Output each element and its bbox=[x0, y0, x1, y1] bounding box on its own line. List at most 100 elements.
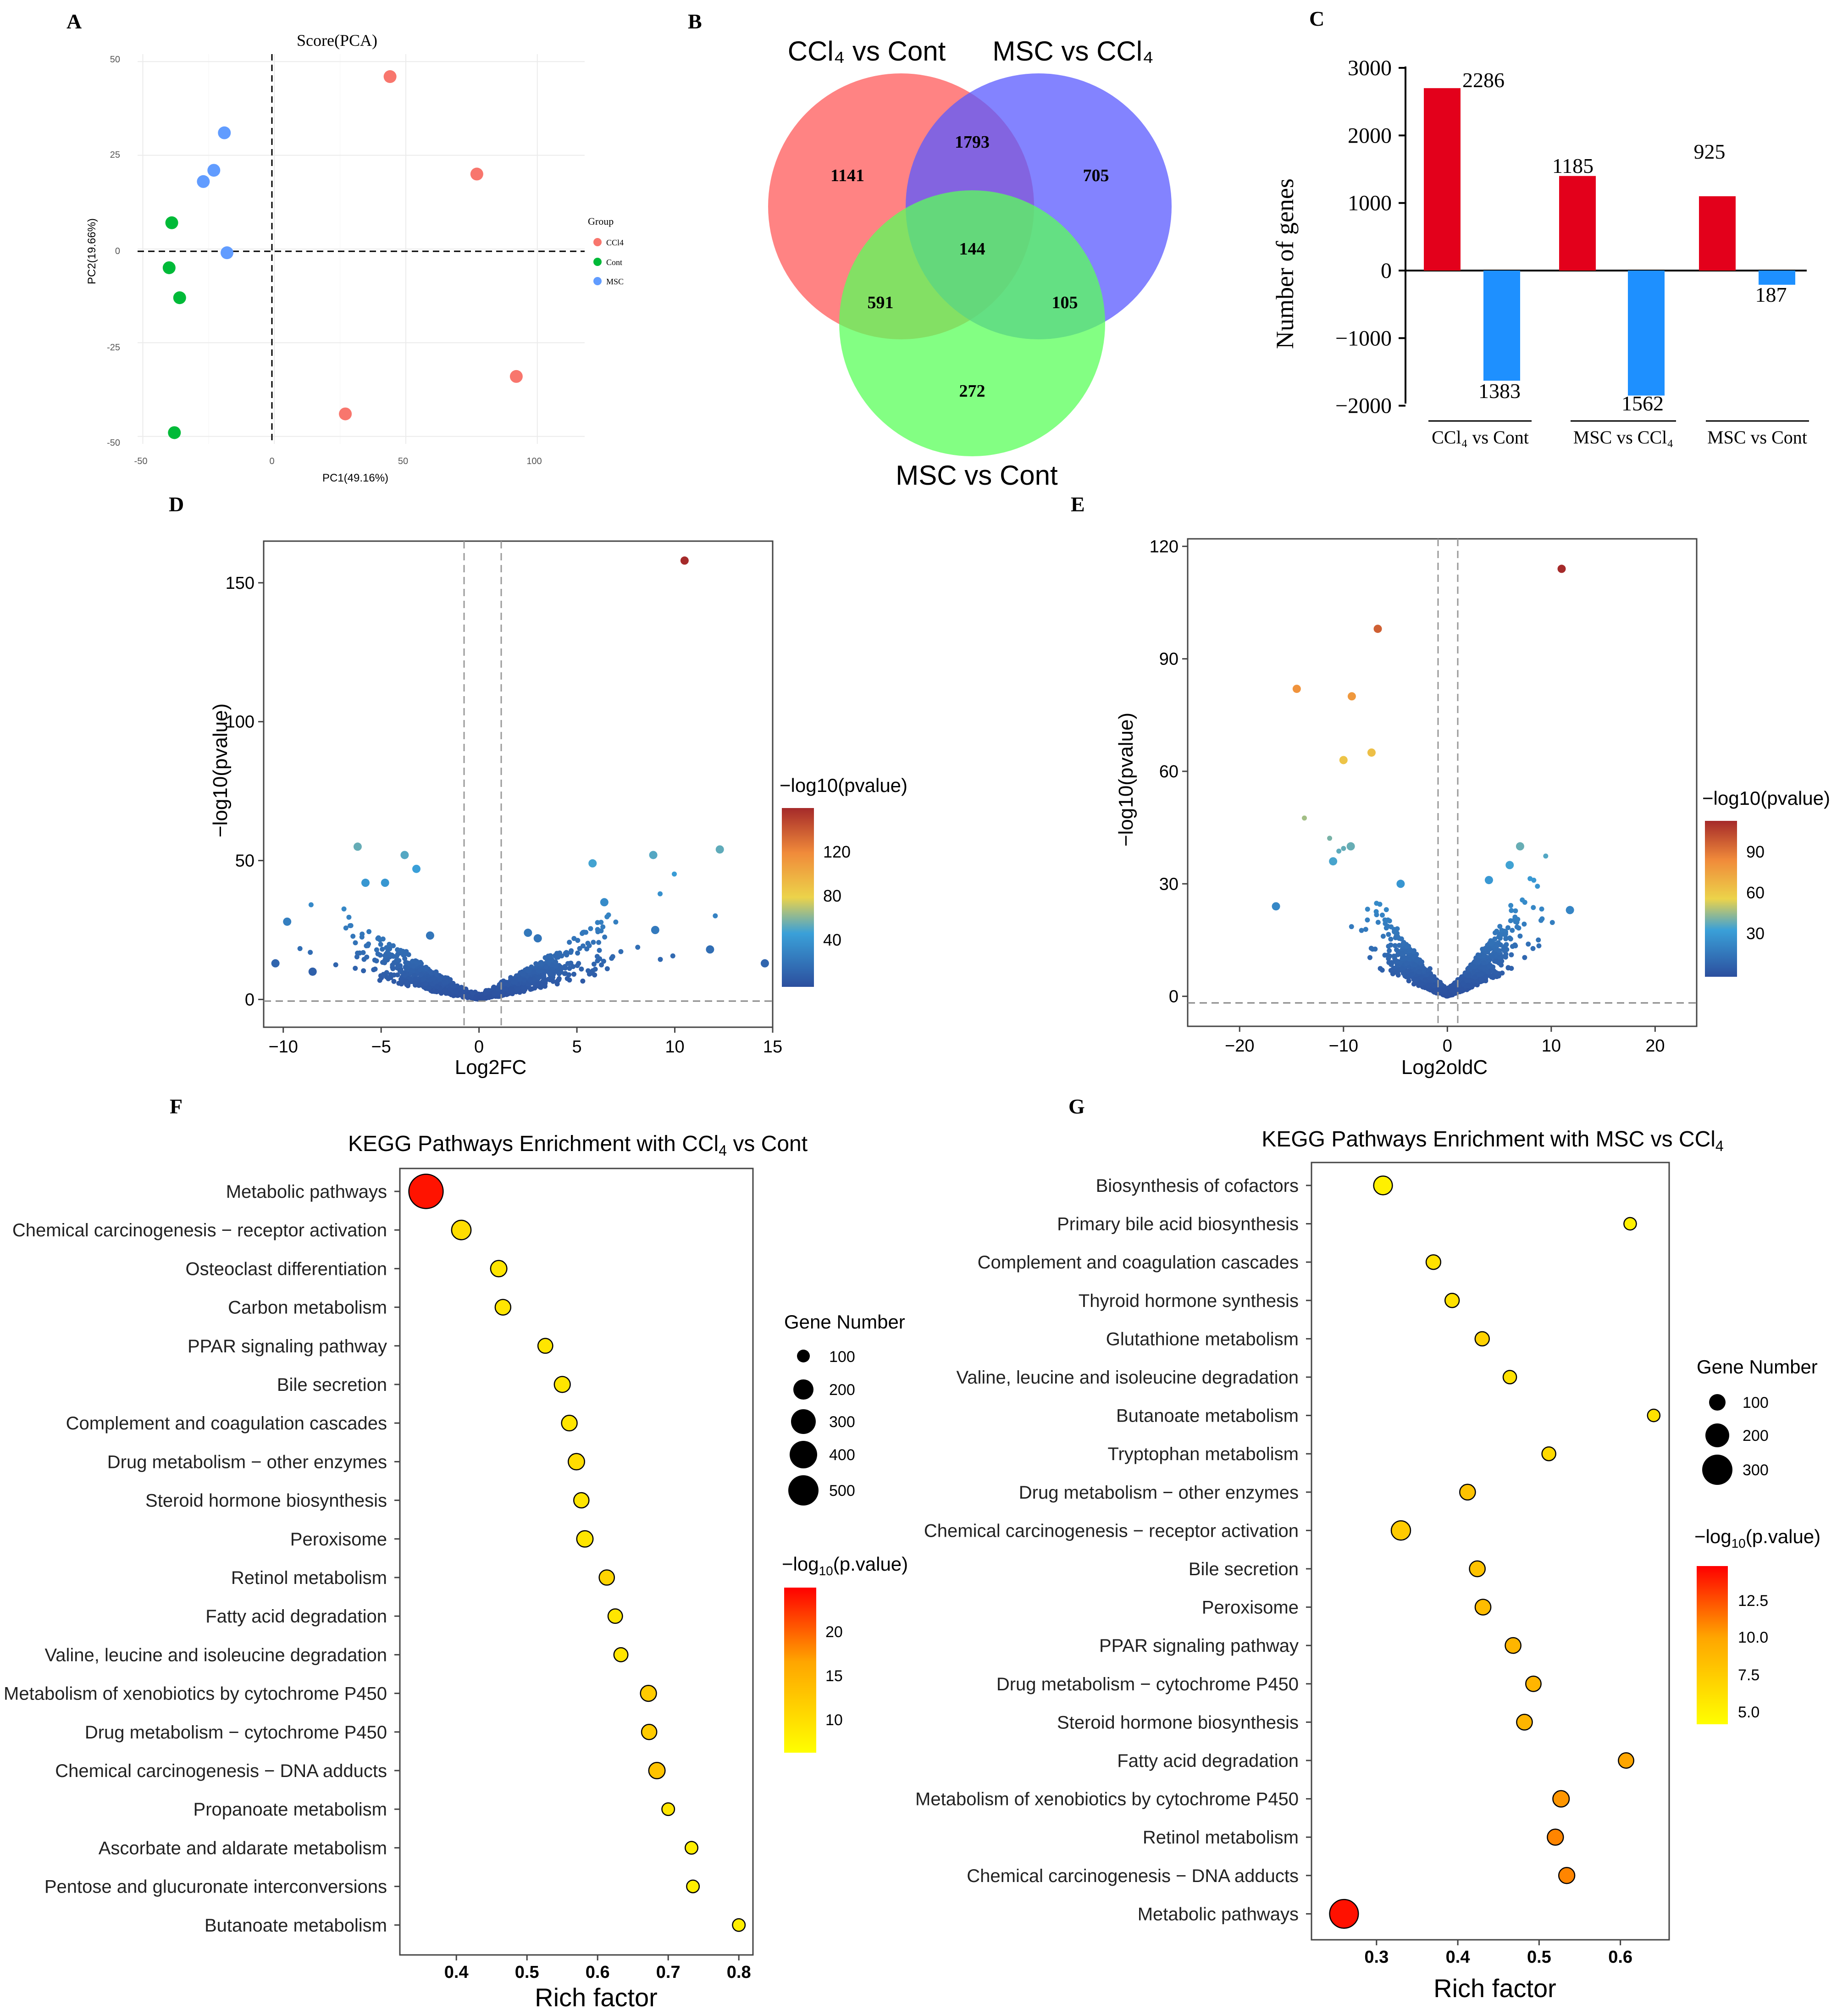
volcano-point bbox=[1409, 971, 1415, 977]
volcano-point bbox=[1475, 978, 1480, 984]
volcano-d-cbar-tick: 40 bbox=[823, 930, 841, 949]
kegg-point bbox=[1541, 1446, 1556, 1461]
volcano-point bbox=[1549, 920, 1555, 925]
volcano-e-x-ticks: −20 −10 0 10 20 bbox=[1225, 1026, 1665, 1056]
legend-msc-label: MSC bbox=[606, 277, 624, 286]
volcano-point-highlight bbox=[600, 898, 609, 907]
volcano-d-cbar-tick: 80 bbox=[823, 886, 841, 905]
volcano-point bbox=[569, 948, 574, 953]
volcano-point bbox=[588, 926, 593, 931]
kegg-f-panel: F KEGG Pathways Enrichment with CCl4 vs … bbox=[4, 1095, 908, 2012]
pca-point-ccl4 bbox=[470, 167, 483, 181]
kegg-pathway-label: Chemical carcinogenesis − DNA adducts bbox=[55, 1761, 387, 1781]
volcano-point bbox=[1504, 942, 1509, 947]
volcano-point bbox=[1400, 970, 1406, 976]
venn-count-a-only: 1141 bbox=[830, 166, 864, 185]
volcano-point-highlight bbox=[381, 879, 389, 887]
panel-label-g: G bbox=[1068, 1095, 1085, 1118]
bar-down bbox=[1759, 271, 1795, 285]
volcano-point bbox=[406, 952, 411, 958]
volcano-point bbox=[1442, 987, 1448, 993]
volcano-point bbox=[380, 960, 385, 965]
kegg-point bbox=[685, 1841, 698, 1855]
volcano-e-y-ticks: 120 90 60 30 0 bbox=[1150, 537, 1188, 1007]
volcano-point bbox=[1472, 974, 1477, 980]
bar-group-label: MSC vs CCl₄ bbox=[1573, 427, 1673, 448]
volcano-point bbox=[418, 960, 423, 965]
volcano-point bbox=[1493, 970, 1499, 975]
volcano-point bbox=[1407, 948, 1413, 953]
kegg-pathway-label: Fatty acid degradation bbox=[205, 1606, 387, 1627]
pca-point-msc bbox=[221, 246, 233, 260]
kegg-pathway-label: Carbon metabolism bbox=[228, 1298, 387, 1318]
kegg-pathway-label: Primary bile acid biosynthesis bbox=[1057, 1214, 1299, 1234]
venn-count-ab: 1793 bbox=[955, 133, 990, 152]
volcano-point-highlight bbox=[361, 879, 370, 887]
kegg-g-colorbar bbox=[1697, 1566, 1728, 1724]
pca-x-ticks: -50 0 50 100 bbox=[134, 456, 542, 466]
kegg-f-title-suffix: vs Cont bbox=[727, 1132, 808, 1156]
kegg-point bbox=[1329, 1899, 1359, 1929]
volcano-point-highlight bbox=[400, 851, 409, 859]
kegg-point bbox=[1516, 1714, 1533, 1731]
kegg-pathway-label: Drug metabolism − other enzymes bbox=[107, 1452, 387, 1472]
volcano-point bbox=[346, 914, 352, 920]
volcano-point bbox=[554, 981, 560, 987]
volcano-point bbox=[591, 940, 596, 945]
volcano-point bbox=[1536, 937, 1541, 943]
volcano-point bbox=[1386, 932, 1391, 937]
volcano-point-highlight bbox=[412, 864, 421, 873]
volcano-point bbox=[591, 961, 597, 967]
pca-xtick: 50 bbox=[398, 456, 408, 466]
kegg-pathway-label: Butanoate metabolism bbox=[1116, 1406, 1299, 1426]
volcano-point bbox=[357, 950, 362, 956]
volcano-point bbox=[671, 871, 677, 877]
kegg-point bbox=[1647, 1408, 1661, 1423]
pca-xtick: -50 bbox=[134, 456, 148, 466]
kegg-f-size-label: 100 bbox=[829, 1348, 855, 1366]
kegg-f-title-prefix: KEGG Pathways Enrichment with CCl bbox=[348, 1132, 719, 1156]
volcano-point bbox=[597, 956, 603, 962]
volcano-point bbox=[431, 975, 437, 981]
kegg-g-pathway-labels: Biosynthesis of cofactors Primary bile ac… bbox=[915, 1176, 1311, 1924]
pca-title: Score(PCA) bbox=[297, 31, 377, 50]
volcano-point bbox=[1483, 978, 1488, 984]
volcano-point bbox=[1386, 960, 1392, 965]
volcano-d-x-label: Log2FC bbox=[455, 1056, 527, 1079]
volcano-point-highlight bbox=[524, 929, 532, 937]
volcano-point bbox=[1478, 976, 1484, 981]
volcano-point bbox=[1388, 936, 1394, 942]
volcano-point bbox=[1399, 965, 1405, 971]
volcano-point bbox=[421, 976, 426, 982]
volcano-point bbox=[1341, 846, 1346, 851]
volcano-point bbox=[1382, 952, 1388, 958]
volcano-e-y-label: −log10(pvalue) bbox=[1115, 713, 1137, 847]
volcano-point bbox=[458, 991, 463, 996]
volcano-point-highlight bbox=[1505, 861, 1514, 869]
volcano-point bbox=[1508, 918, 1513, 924]
kegg-f-size-dot bbox=[790, 1441, 817, 1468]
volcano-point bbox=[391, 972, 397, 978]
volcano-point bbox=[377, 937, 383, 942]
volcano-point bbox=[343, 925, 349, 931]
kegg-point bbox=[494, 1299, 512, 1316]
volcano-point bbox=[476, 996, 481, 1002]
volcano-point bbox=[1451, 987, 1456, 993]
volcano-point bbox=[409, 967, 415, 973]
volcano-point-highlight bbox=[1396, 880, 1405, 888]
volcano-point bbox=[398, 976, 404, 982]
legend-msc-dot bbox=[593, 277, 602, 285]
kegg-point bbox=[613, 1647, 629, 1662]
volcano-d-y-label: −log10(pvalue) bbox=[209, 703, 232, 837]
pca-panel: A Score(PCA) -50 0 50 100 50 25 0 -25 -5… bbox=[66, 10, 624, 484]
pca-point-ccl4 bbox=[383, 70, 397, 83]
kegg-g-plot-area bbox=[1311, 1162, 1670, 1941]
kegg-point bbox=[573, 1492, 590, 1509]
kegg-pathway-label: Butanoate metabolism bbox=[205, 1915, 387, 1936]
volcano-point bbox=[542, 955, 548, 960]
kegg-xtick-label: 0.7 bbox=[656, 1963, 681, 1982]
volcano-point bbox=[564, 952, 570, 957]
venn-count-bc: 105 bbox=[1052, 293, 1078, 312]
kegg-xtick-label: 0.6 bbox=[1608, 1948, 1632, 1967]
kegg-pathway-label: Chemical carcinogenesis − receptor activ… bbox=[12, 1220, 387, 1240]
